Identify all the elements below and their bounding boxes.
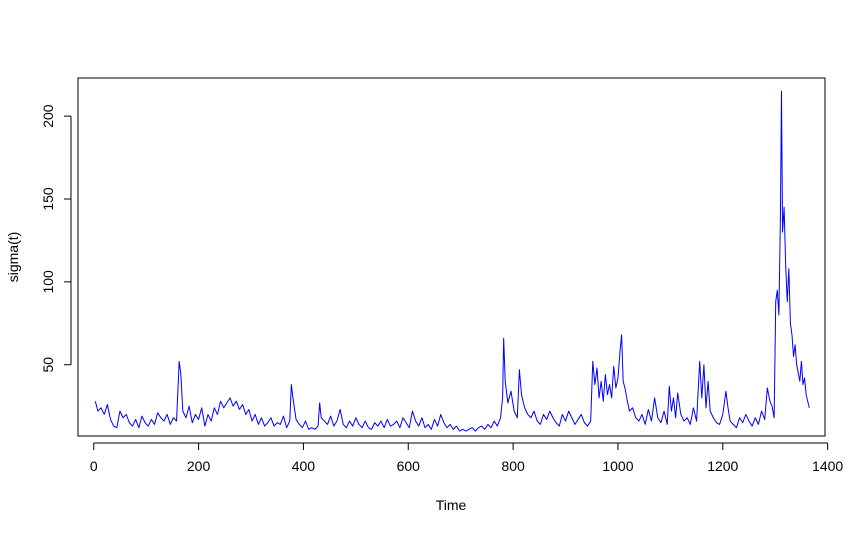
y-tick-label: 100 — [40, 270, 56, 294]
y-axis: 50 100 150 200 — [40, 104, 72, 373]
x-tick-label: 1200 — [707, 458, 738, 474]
x-axis: 0 200 400 600 800 1000 1200 1400 — [90, 442, 843, 474]
x-tick-label: 200 — [187, 458, 211, 474]
y-axis-label: sigma(t) — [5, 232, 21, 283]
y-tick-label: 150 — [40, 187, 56, 211]
x-tick-label: 800 — [501, 458, 525, 474]
series-layer — [94, 90, 810, 432]
plot-frame — [77, 77, 826, 437]
y-tick-label: 200 — [40, 104, 56, 128]
y-tick-label: 50 — [40, 357, 56, 373]
x-tick-label: 1400 — [812, 458, 843, 474]
x-tick-label: 400 — [292, 458, 316, 474]
x-tick-label: 600 — [397, 458, 421, 474]
x-axis-label: Time — [436, 497, 467, 513]
series-line — [94, 90, 810, 432]
x-tick-label: 0 — [90, 458, 98, 474]
x-tick-label: 1000 — [602, 458, 633, 474]
